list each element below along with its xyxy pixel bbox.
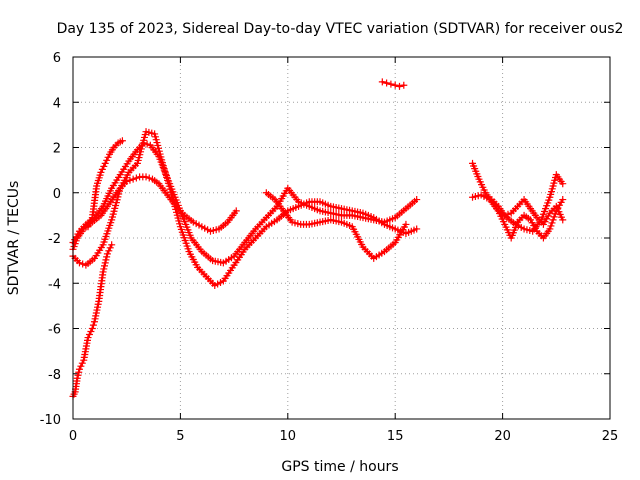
grid (73, 57, 610, 419)
data-point-marker (402, 220, 410, 228)
data-point-marker (378, 78, 386, 86)
data-point-marker (548, 219, 556, 227)
chart-title: Day 135 of 2023, Sidereal Day-to-day VTE… (57, 21, 624, 37)
data-point-marker (85, 220, 93, 228)
y-tick-label: -4 (48, 277, 61, 292)
data-point-marker (84, 334, 92, 342)
data-point-marker (559, 180, 567, 188)
series-trace-f (262, 189, 410, 262)
data-series (69, 78, 567, 400)
data-point-marker (551, 210, 559, 218)
series-line (71, 130, 418, 287)
data-point-marker (73, 374, 81, 382)
data-point-marker (105, 247, 113, 255)
x-tick-label: 15 (387, 429, 404, 444)
data-point-marker (413, 225, 421, 233)
data-point-marker (504, 210, 512, 218)
data-point-marker (77, 362, 85, 370)
data-point-marker (549, 216, 557, 224)
data-point-marker (391, 81, 399, 89)
x-tick-label: 0 (69, 429, 77, 444)
data-point-marker (103, 253, 111, 261)
data-point-marker (108, 241, 116, 249)
data-point-marker (546, 225, 554, 233)
data-point-marker (142, 173, 150, 181)
x-axis-title: GPS time / hours (281, 459, 398, 475)
plot-frame (72, 56, 611, 420)
data-point-marker (75, 259, 83, 267)
data-point-marker (145, 174, 153, 182)
y-tick-label: -6 (48, 323, 61, 338)
x-tick-label: 5 (176, 429, 184, 444)
data-point-marker (559, 196, 567, 204)
data-point-marker (118, 137, 126, 145)
data-point-marker (103, 156, 111, 164)
data-point-marker (413, 196, 421, 204)
x-tick-label: 10 (280, 429, 297, 444)
data-point-marker (106, 244, 114, 252)
data-point-marker (383, 79, 391, 87)
axis-ticks: 0 5 10 15 20 25 -10 -8 -6 -4 -2 0 2 4 6 (40, 51, 619, 444)
data-point-marker (101, 259, 109, 267)
data-point-marker (143, 140, 151, 148)
y-tick-label: -10 (40, 413, 61, 428)
data-point-marker (104, 153, 112, 161)
data-point-marker (87, 217, 95, 225)
y-axis-title: SDTVAR / TECUs (6, 181, 22, 296)
data-point-marker (84, 223, 92, 231)
data-point-marker (75, 368, 83, 376)
x-tick-label: 25 (602, 429, 619, 444)
series-trace-c (69, 139, 421, 267)
data-point-marker (100, 265, 108, 273)
series-trace-j (488, 196, 567, 228)
data-point-marker (101, 159, 109, 167)
data-point-marker (75, 365, 83, 373)
data-point-marker (89, 321, 97, 329)
data-point-marker (547, 222, 555, 230)
data-point-marker (100, 162, 108, 170)
series-trace-d (69, 241, 116, 400)
series-trace-b (69, 128, 421, 290)
data-point-marker (74, 371, 82, 379)
data-point-marker (400, 81, 408, 89)
series-trace-g (378, 78, 408, 90)
x-tick-label: 20 (494, 429, 511, 444)
y-tick-label: 2 (53, 142, 61, 157)
y-tick-label: -8 (48, 368, 61, 383)
data-point-marker (101, 262, 109, 270)
data-point-marker (103, 250, 111, 258)
y-tick-label: -2 (48, 232, 61, 247)
data-point-marker (140, 139, 148, 147)
data-point-marker (102, 256, 110, 264)
data-point-marker (501, 211, 509, 219)
y-tick-label: 6 (53, 51, 61, 66)
series-trace-e (84, 137, 126, 231)
data-point-marker (387, 80, 395, 88)
data-point-marker (395, 82, 403, 90)
data-point-marker (85, 331, 93, 339)
data-point-marker (559, 216, 567, 224)
data-point-marker (78, 359, 86, 367)
data-point-marker (87, 328, 95, 336)
data-point-marker (550, 213, 558, 221)
data-point-marker (232, 207, 240, 215)
data-point-marker (132, 174, 140, 182)
data-point-marker (97, 168, 105, 176)
y-tick-label: 0 (53, 187, 61, 202)
data-point-marker (129, 175, 137, 183)
data-point-marker (98, 165, 106, 173)
data-point-marker (88, 325, 96, 332)
y-tick-label: 4 (53, 96, 61, 111)
data-point-marker (99, 268, 107, 276)
